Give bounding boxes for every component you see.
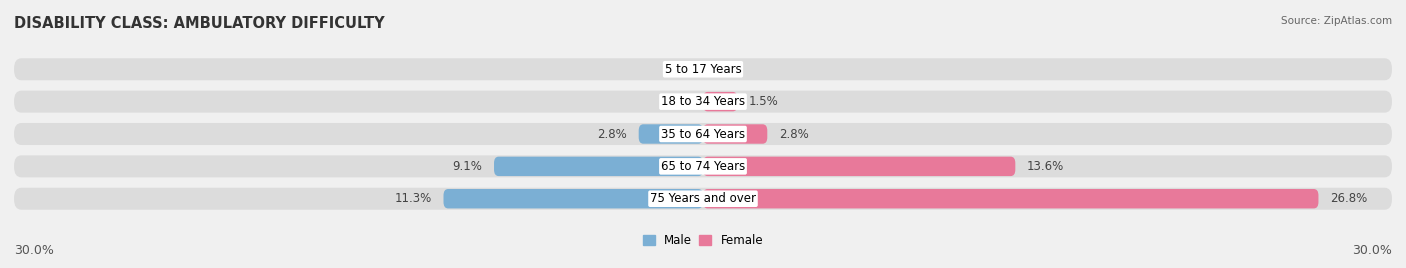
Text: 13.6%: 13.6% <box>1026 160 1064 173</box>
Text: DISABILITY CLASS: AMBULATORY DIFFICULTY: DISABILITY CLASS: AMBULATORY DIFFICULTY <box>14 16 385 31</box>
Text: 9.1%: 9.1% <box>453 160 482 173</box>
Text: 30.0%: 30.0% <box>1353 244 1392 257</box>
Text: 2.8%: 2.8% <box>598 128 627 140</box>
FancyBboxPatch shape <box>14 58 1392 80</box>
FancyBboxPatch shape <box>638 124 703 144</box>
Text: 18 to 34 Years: 18 to 34 Years <box>661 95 745 108</box>
Text: 30.0%: 30.0% <box>14 244 53 257</box>
FancyBboxPatch shape <box>14 155 1392 177</box>
Text: 0.0%: 0.0% <box>662 63 692 76</box>
FancyBboxPatch shape <box>703 157 1015 176</box>
Text: 5 to 17 Years: 5 to 17 Years <box>665 63 741 76</box>
Text: 65 to 74 Years: 65 to 74 Years <box>661 160 745 173</box>
Text: 0.0%: 0.0% <box>662 95 692 108</box>
Text: 75 Years and over: 75 Years and over <box>650 192 756 205</box>
Text: 11.3%: 11.3% <box>395 192 432 205</box>
FancyBboxPatch shape <box>443 189 703 209</box>
Text: 35 to 64 Years: 35 to 64 Years <box>661 128 745 140</box>
FancyBboxPatch shape <box>703 124 768 144</box>
FancyBboxPatch shape <box>14 123 1392 145</box>
FancyBboxPatch shape <box>14 91 1392 113</box>
FancyBboxPatch shape <box>494 157 703 176</box>
Text: Source: ZipAtlas.com: Source: ZipAtlas.com <box>1281 16 1392 26</box>
FancyBboxPatch shape <box>703 189 1319 209</box>
FancyBboxPatch shape <box>14 188 1392 210</box>
Text: 26.8%: 26.8% <box>1330 192 1367 205</box>
Text: 1.5%: 1.5% <box>749 95 779 108</box>
Text: 0.0%: 0.0% <box>714 63 744 76</box>
Text: 2.8%: 2.8% <box>779 128 808 140</box>
FancyBboxPatch shape <box>703 92 738 111</box>
Legend: Male, Female: Male, Female <box>638 229 768 252</box>
